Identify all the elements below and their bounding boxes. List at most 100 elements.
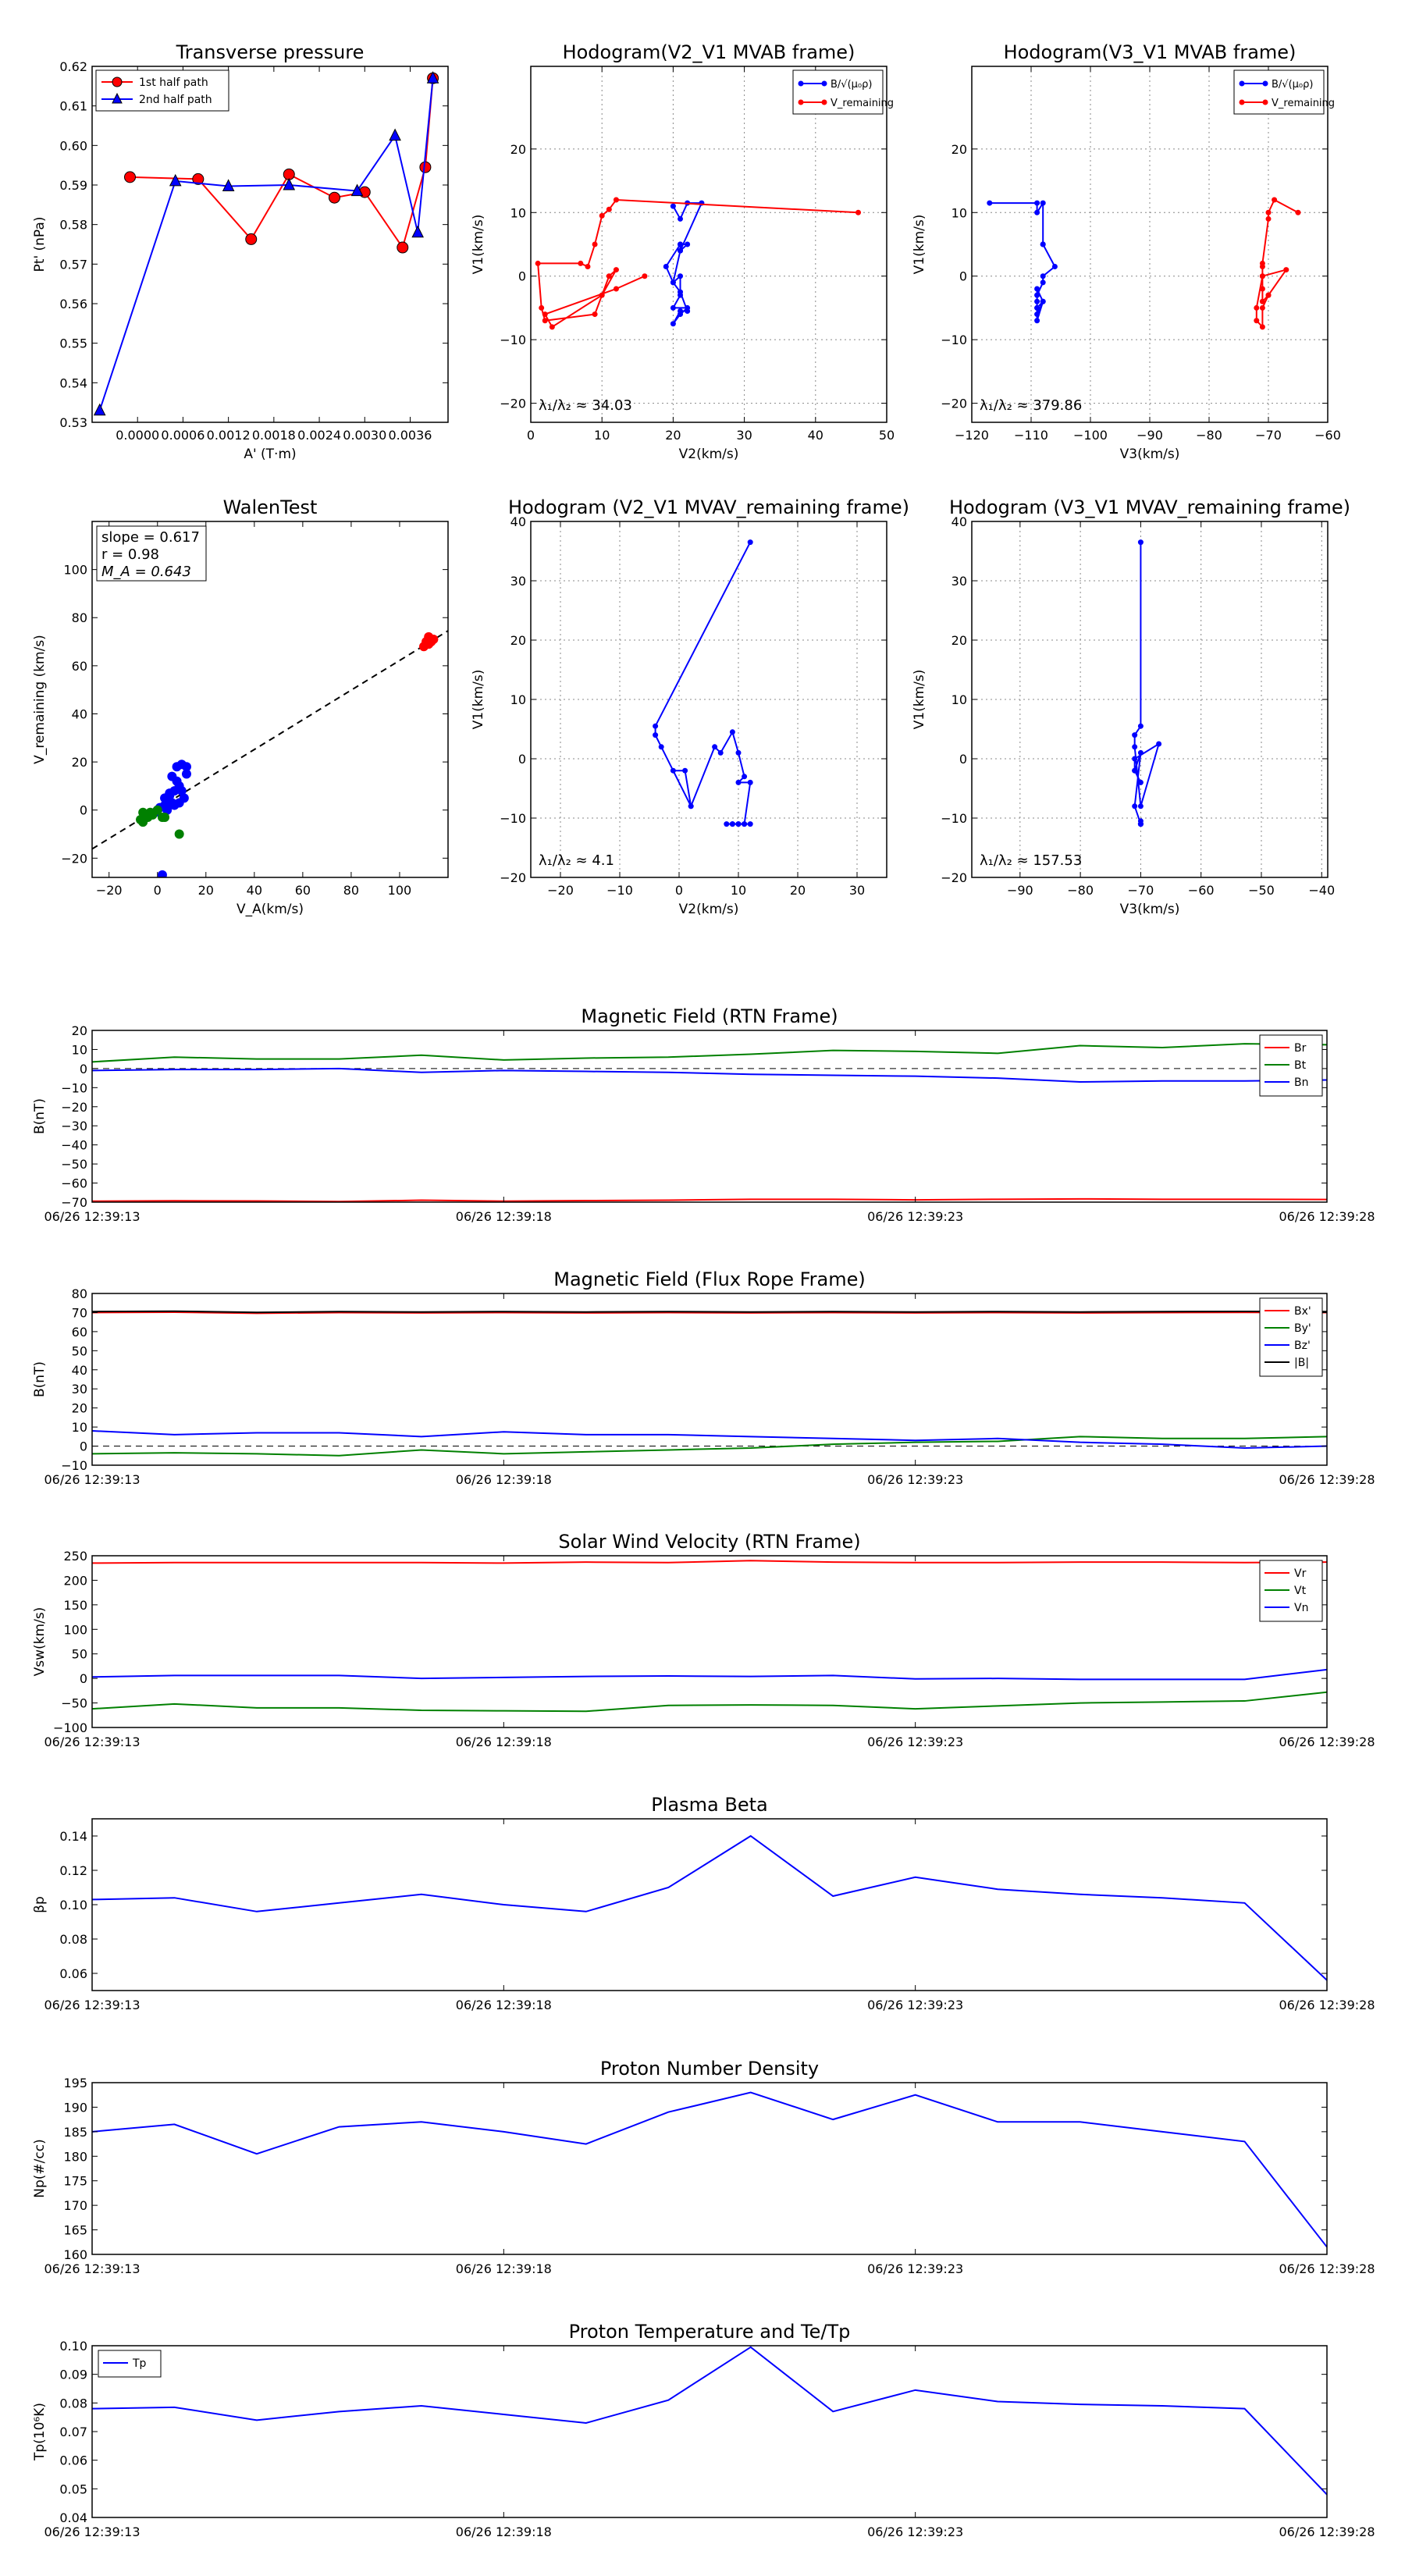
data-point bbox=[1272, 197, 1278, 203]
data-point bbox=[747, 779, 753, 785]
y-tick-label: −10 bbox=[500, 811, 526, 826]
y-tick-label: 20 bbox=[951, 633, 967, 648]
x-tick-label: 06/26 12:39:28 bbox=[1279, 2261, 1375, 2276]
y-tick-label: 0.61 bbox=[59, 99, 87, 114]
data-point bbox=[682, 767, 688, 774]
x-tick-label: 60 bbox=[295, 883, 311, 898]
y-tick-label: 50 bbox=[72, 1343, 87, 1358]
data-point bbox=[1259, 286, 1265, 292]
eigen-ratio: λ₁/λ₂ ≈ 4.1 bbox=[539, 852, 614, 869]
data-point bbox=[1132, 803, 1138, 809]
x-tick-label: −20 bbox=[547, 883, 574, 898]
stats-box bbox=[96, 525, 207, 582]
data-point bbox=[599, 212, 605, 219]
x-tick-label: −50 bbox=[1248, 883, 1275, 898]
data-point bbox=[987, 200, 993, 206]
stats-ma: M_A = 0.643 bbox=[101, 564, 191, 580]
data-point bbox=[542, 311, 548, 318]
y-tick-label: 0.07 bbox=[59, 2425, 87, 2439]
series-line-2nd half path bbox=[98, 78, 434, 411]
data-point bbox=[678, 308, 684, 314]
data-point bbox=[1040, 279, 1046, 286]
x-tick-label: 20 bbox=[198, 883, 214, 898]
data-point bbox=[747, 539, 753, 546]
x-tick-label: 0.0030 bbox=[343, 428, 386, 443]
data-point bbox=[1132, 756, 1138, 762]
plot-border bbox=[91, 1555, 1328, 1728]
x-tick-label: −110 bbox=[1014, 428, 1048, 443]
x-tick-label: 30 bbox=[736, 428, 752, 443]
x-tick-label: −100 bbox=[1073, 428, 1108, 443]
x-tick-label: 10 bbox=[731, 883, 746, 898]
x-tick-label: 06/26 12:39:13 bbox=[44, 2261, 140, 2276]
data-point bbox=[599, 292, 605, 298]
data-point bbox=[578, 260, 584, 266]
y-tick-label: 0.54 bbox=[59, 375, 87, 390]
y-tick-label: 0.55 bbox=[59, 336, 87, 351]
data-point bbox=[1259, 304, 1265, 311]
data-point bbox=[350, 183, 364, 197]
x-tick-label: 0 bbox=[154, 883, 162, 898]
y-tick-label: −50 bbox=[61, 1157, 87, 1172]
y-axis-label: V1(km/s) bbox=[471, 670, 486, 730]
y-tick-label: 0 bbox=[959, 269, 967, 284]
legend-label: Bn bbox=[1294, 1076, 1308, 1089]
y-tick-label: 10 bbox=[72, 1420, 87, 1435]
chart-vsw: Solar Wind Velocity (RTN Frame) −100 −50 0 5… bbox=[32, 1531, 1375, 1749]
x-tick-label: −80 bbox=[1196, 428, 1222, 443]
chart-title: Transverse pressure bbox=[176, 41, 365, 63]
data-point bbox=[678, 215, 684, 222]
data-point bbox=[389, 128, 401, 141]
x-axis-label: V_A(km/s) bbox=[237, 902, 304, 917]
y-tick-label: 20 bbox=[72, 1023, 87, 1038]
y-tick-label: 10 bbox=[951, 205, 967, 220]
x-tick-label: 06/26 12:39:18 bbox=[456, 1998, 552, 2012]
plot-area bbox=[92, 1310, 1327, 1457]
y-tick-label: −20 bbox=[941, 397, 967, 411]
data-point bbox=[685, 308, 691, 314]
y-tick-label: 50 bbox=[72, 1647, 87, 1662]
y-tick-label: 0.58 bbox=[59, 218, 87, 233]
data-point bbox=[1034, 304, 1040, 311]
plot-border bbox=[91, 1030, 1328, 1203]
data-point bbox=[124, 171, 137, 183]
data-point bbox=[1132, 767, 1138, 774]
chart-title: Hodogram (V2_V1 MVAV_remaining frame) bbox=[508, 496, 909, 518]
y-tick-label: −70 bbox=[61, 1195, 87, 1210]
series-line-Vn bbox=[92, 1668, 1327, 1681]
legend-box bbox=[1233, 69, 1325, 115]
y-tick-label: 190 bbox=[63, 2100, 87, 2115]
data-point bbox=[663, 264, 669, 269]
data-point bbox=[735, 779, 742, 785]
x-tick-label: −60 bbox=[1188, 883, 1215, 898]
series-line-Vt bbox=[92, 1691, 1327, 1713]
y-tick-label: 0.56 bbox=[59, 297, 87, 311]
y-tick-label: 30 bbox=[72, 1382, 87, 1397]
scatter-point bbox=[174, 829, 184, 839]
y-tick-label: −60 bbox=[61, 1176, 87, 1191]
y-tick-label: −10 bbox=[941, 333, 967, 347]
x-axis-label: A' (T·m) bbox=[244, 447, 296, 462]
data-point bbox=[688, 803, 694, 809]
legend-marker bbox=[798, 80, 804, 87]
series-line-By' bbox=[92, 1436, 1327, 1457]
data-point bbox=[670, 321, 676, 327]
scatter-point bbox=[181, 762, 191, 772]
data-point bbox=[1137, 749, 1144, 756]
y-tick-label: −100 bbox=[53, 1720, 87, 1735]
data-point bbox=[717, 749, 724, 756]
y-tick-label: 40 bbox=[72, 1363, 87, 1378]
y-tick-label: −10 bbox=[61, 1458, 87, 1473]
x-tick-label: 06/26 12:39:13 bbox=[44, 1735, 140, 1749]
data-point bbox=[1254, 304, 1260, 311]
data-point bbox=[1034, 318, 1040, 324]
data-point bbox=[712, 744, 718, 750]
x-tick-label: 06/26 12:39:13 bbox=[44, 1998, 140, 2012]
x-tick-label: −60 bbox=[1314, 428, 1341, 443]
data-point bbox=[539, 304, 545, 311]
x-tick-label: 0.0036 bbox=[388, 428, 432, 443]
legend-label: 1st half path bbox=[139, 76, 208, 89]
y-tick-label: −20 bbox=[61, 851, 87, 866]
y-tick-label: 0.59 bbox=[59, 178, 87, 193]
y-tick-label: 10 bbox=[510, 205, 526, 220]
